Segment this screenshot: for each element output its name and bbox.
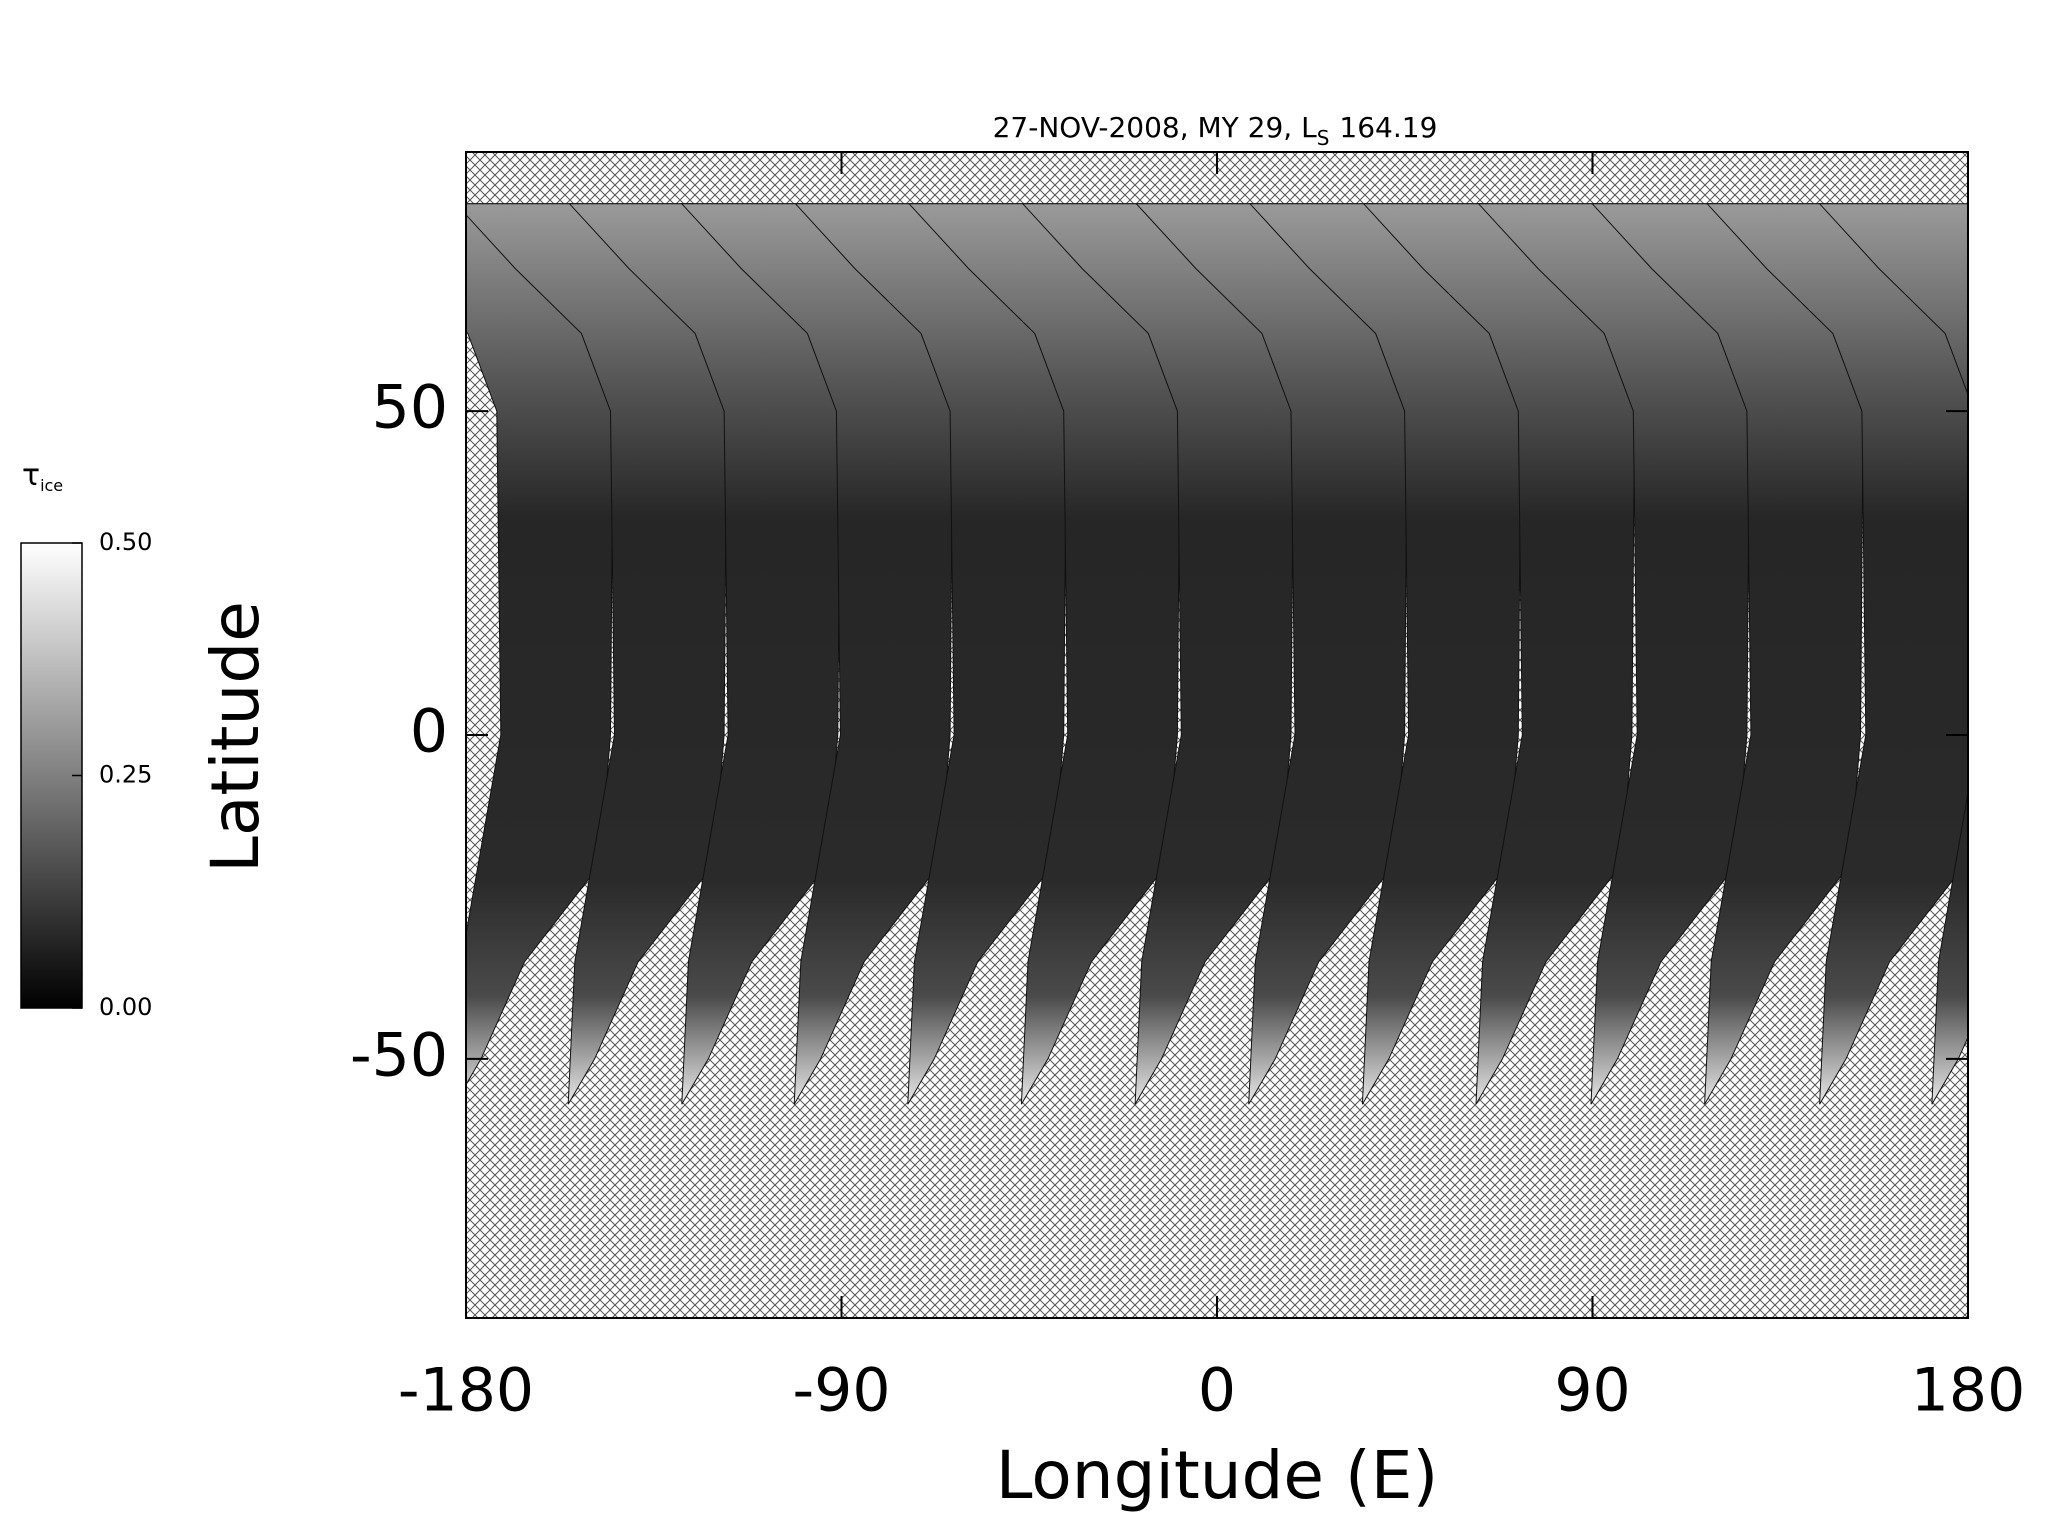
colorbar-tick-label: 0.00 [99, 993, 152, 1021]
x-tick-label: 180 [1911, 1356, 2026, 1426]
colorbar-symbol: τ [22, 458, 40, 493]
title-main: 27-NOV-2008, MY 29, L [993, 111, 1317, 144]
colorbar-subscript: ice [40, 476, 63, 495]
colorbar-tick-label: 0.50 [99, 528, 152, 556]
x-tick-label: 0 [1198, 1356, 1236, 1426]
swath [1818, 203, 1968, 1105]
colorbar [20, 542, 83, 1009]
colorbar-tick-label: 0.25 [99, 761, 152, 789]
x-tick-label: 90 [1554, 1356, 1630, 1426]
x-tick-label: -90 [793, 1356, 891, 1426]
x-tick-label: -180 [398, 1356, 534, 1426]
title-subscript: S [1317, 126, 1330, 150]
chart-title: 27-NOV-2008, MY 29, LS 164.19 [993, 111, 1438, 150]
x-axis-label: Longitude (E) [996, 1437, 1438, 1514]
y-tick-label: 0 [410, 697, 448, 767]
y-tick-label: -50 [350, 1020, 448, 1090]
swaths [466, 203, 1968, 1105]
title-suffix: 164.19 [1339, 111, 1437, 144]
y-tick-label: 50 [372, 373, 448, 443]
colorbar-label: τice [22, 458, 63, 495]
y-axis-label: Latitude [197, 601, 274, 873]
